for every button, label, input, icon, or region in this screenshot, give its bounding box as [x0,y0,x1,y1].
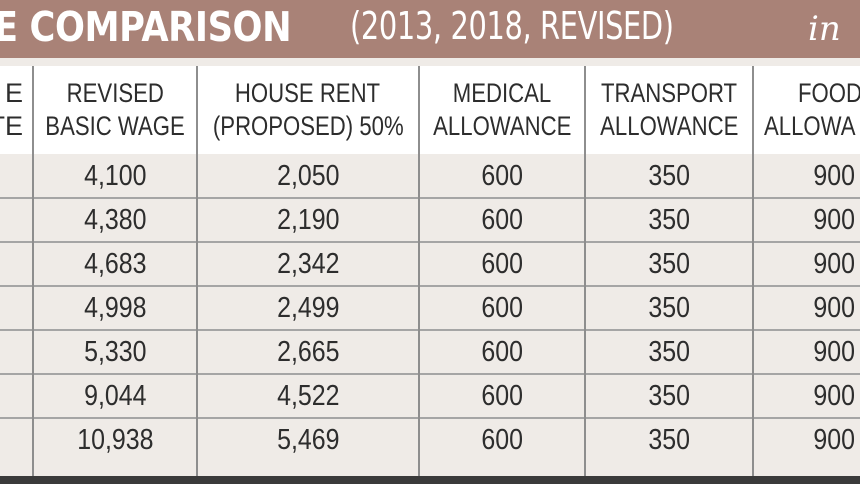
cell-house-rent: 2,665 [276,335,340,368]
cell-basic-wage: 4,998 [83,291,147,324]
row-divider [0,417,860,419]
cell-medical: 600 [481,291,523,324]
title-italic: in [808,9,841,49]
table-header: E TE REVISED BASIC WAGE HOUSE RENT (PROP… [0,66,860,154]
cell-transport: 350 [648,247,690,280]
column-divider [584,66,586,476]
cell-medical: 600 [481,159,523,192]
cell-basic-wage: 4,380 [83,203,147,236]
row-divider [0,241,860,243]
cell-food: 900 [813,291,855,324]
title-bold: E COMPARISON [0,3,292,51]
table-row: 10,938 5,469 600 350 900 [0,418,860,462]
table-row: 5,330 2,665 600 350 900 [0,330,860,374]
row-divider [0,373,860,375]
cell-house-rent: 2,190 [276,203,340,236]
cell-medical: 600 [481,247,523,280]
cell-food: 900 [813,335,855,368]
table-row: 9,044 4,522 600 350 900 [0,374,860,418]
table-row: 4,380 2,190 600 350 900 [0,198,860,242]
cell-basic-wage: 4,100 [83,159,147,192]
header-transport-allowance: TRANSPORT ALLOWANCE [599,78,739,141]
column-divider [32,66,34,476]
cell-food: 900 [813,379,855,412]
row-divider [0,285,860,287]
column-divider [418,66,420,476]
cell-basic-wage: 9,044 [83,379,147,412]
header-medical-allowance: MEDICAL ALLOWANCE [432,78,572,141]
cell-house-rent: 4,522 [276,379,340,412]
cell-food: 900 [813,247,855,280]
cell-transport: 350 [648,335,690,368]
header-revised-basic-wage: REVISED BASIC WAGE [45,78,185,141]
cell-medical: 600 [481,423,523,456]
table-row: 4,998 2,499 600 350 900 [0,286,860,330]
cell-transport: 350 [648,159,690,192]
cell-transport: 350 [648,291,690,324]
cell-transport: 350 [648,203,690,236]
cell-basic-wage: 4,683 [83,247,147,280]
cell-house-rent: 5,469 [276,423,340,456]
column-divider [196,66,198,476]
cell-medical: 600 [481,203,523,236]
cell-basic-wage: 10,938 [76,423,154,456]
table-bottom-border [0,476,860,484]
title-years: (2013, 2018, REVISED) [350,4,674,48]
cell-medical: 600 [481,379,523,412]
header-food-allowance: FOOD ALLOWA [764,78,860,141]
row-divider [0,329,860,331]
cell-food: 900 [813,423,855,456]
cell-food: 900 [813,203,855,236]
cell-basic-wage: 5,330 [83,335,147,368]
banner-gap [0,58,860,66]
title-banner: E COMPARISON (2013, 2018, REVISED) in [0,0,860,58]
cell-transport: 350 [648,423,690,456]
table-row: 4,683 2,342 600 350 900 [0,242,860,286]
row-divider [0,197,860,199]
column-divider [752,66,754,476]
cell-medical: 600 [481,335,523,368]
cell-food: 900 [813,159,855,192]
header-house-rent: HOUSE RENT (PROPOSED) 50% [212,78,404,141]
cell-house-rent: 2,342 [276,247,340,280]
cell-house-rent: 2,499 [276,291,340,324]
cell-transport: 350 [648,379,690,412]
table-row: 4,100 2,050 600 350 900 [0,154,860,198]
header-grade: E TE [0,78,23,141]
cell-house-rent: 2,050 [276,159,340,192]
